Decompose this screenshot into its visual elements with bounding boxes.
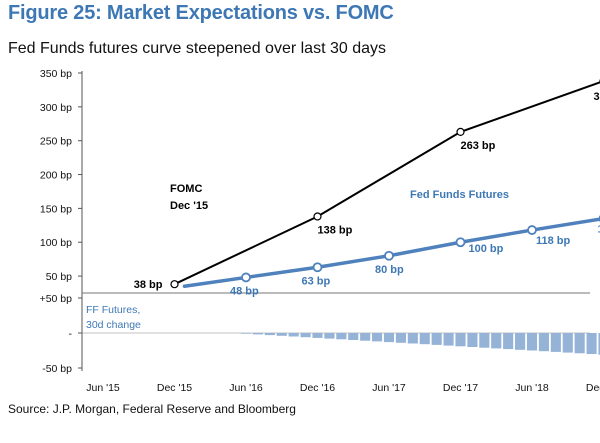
change-bar <box>538 333 549 352</box>
y-tick-label: 350 bp <box>40 68 72 80</box>
change-bar <box>550 333 561 352</box>
change-bar <box>598 333 600 355</box>
data-labels: 38 bp 138 bp 263 bp 338 bp 48 bp 63 bp 80 bp 10… <box>134 91 600 297</box>
bar-y-tick-label: -50 bp <box>42 363 72 375</box>
change-bar <box>240 333 252 334</box>
x-tick-labels: Jun '15 Dec '15 Jun '16 Dec '16 Jun '17 Dec '… <box>86 382 600 394</box>
change-bar <box>348 333 359 340</box>
change-bar <box>479 333 490 348</box>
futures-data-label: 135 bp <box>598 224 600 236</box>
x-tick-label: Dec '18 <box>586 382 600 394</box>
fomc-data-label: 138 bp <box>318 225 353 237</box>
fomc-line <box>174 81 600 286</box>
futures-point <box>455 237 466 248</box>
change-bar <box>336 333 347 340</box>
y-tick-label: 150 bp <box>40 203 72 215</box>
series-markers <box>170 78 600 289</box>
x-tick-label: Jun '16 <box>229 382 263 394</box>
figure-title: Figure 25: Market Expectations vs. FOMC <box>8 2 394 24</box>
change-bar <box>586 333 597 354</box>
x-tick-label: Jun '15 <box>86 382 120 394</box>
futures-point <box>312 262 323 273</box>
figure-source: Source: J.P. Morgan, Federal Reserve and… <box>8 402 296 416</box>
bar-panel-label-line1: FF Futures, <box>86 304 140 316</box>
change-bar <box>503 333 514 350</box>
y-tick-label: 250 bp <box>40 136 72 148</box>
futures-point <box>527 225 537 235</box>
futures-annotation: Fed Funds Futures <box>410 189 509 201</box>
bar-y-tick-label: +50 bp <box>40 293 73 305</box>
futures-data-label: 80 bp <box>375 264 404 276</box>
x-tick-label: Jun '17 <box>372 382 406 394</box>
futures-data-label: 48 bp <box>230 285 259 297</box>
fomc-data-label: 38 bp <box>134 279 163 291</box>
y-tick-label: 100 bp <box>40 237 72 249</box>
change-bar <box>395 333 406 343</box>
fomc-data-label: 338 bp <box>594 91 600 103</box>
fomc-annotation-line1: FOMC <box>170 183 202 195</box>
change-bar <box>252 333 263 335</box>
change-bar <box>312 333 323 338</box>
change-bar <box>431 333 442 345</box>
bar-panel-label-line2: 30d change <box>86 319 141 331</box>
change-bar <box>515 333 526 350</box>
y-tick-label: 200 bp <box>40 170 72 182</box>
fomc-annotation-line2: Dec '15 <box>170 200 208 212</box>
futures-data-label: 100 bp <box>469 243 504 255</box>
x-tick-label: Dec '16 <box>300 382 335 394</box>
change-bar <box>491 333 502 349</box>
change-bar <box>562 333 573 353</box>
main-y-tick-labels: 350 bp 300 bp 250 bp 200 bp 150 bp 100 bp 50 b… <box>40 68 82 283</box>
change-bar <box>455 333 466 347</box>
futures-data-label: 63 bp <box>302 275 331 287</box>
x-tick-label: Dec '15 <box>157 382 192 394</box>
fomc-point <box>313 212 322 221</box>
change-bar <box>300 333 311 338</box>
change-bar <box>419 333 430 345</box>
fomc-data-label: 263 bp <box>461 140 496 152</box>
change-bar <box>407 333 418 344</box>
futures-point <box>241 272 251 283</box>
change-bar <box>383 333 395 343</box>
x-tick-label: Dec '17 <box>443 382 478 394</box>
fomc-point <box>170 280 179 289</box>
change-bar <box>324 333 335 339</box>
figure-subtitle: Fed Funds futures curve steepened over l… <box>8 40 386 57</box>
fomc-point <box>456 127 465 136</box>
change-bar <box>372 333 383 342</box>
change-bars <box>240 333 600 355</box>
futures-point <box>384 250 394 261</box>
change-bar <box>443 333 454 346</box>
change-bar <box>467 333 478 347</box>
change-bar <box>264 333 275 336</box>
change-bar <box>288 333 299 337</box>
change-bar <box>276 333 287 336</box>
change-bar <box>360 333 371 341</box>
y-tick-label: 50 bp <box>46 271 72 283</box>
futures-data-label: 118 bp <box>536 235 571 247</box>
bar-y-tick-labels: +50 bp - -50 bp <box>40 293 82 375</box>
change-bar <box>526 333 538 351</box>
y-tick-label: 300 bp <box>40 102 72 114</box>
x-tick-label: Jun '18 <box>515 382 549 394</box>
bar-y-tick-label: - <box>69 328 73 340</box>
change-bar <box>574 333 585 354</box>
